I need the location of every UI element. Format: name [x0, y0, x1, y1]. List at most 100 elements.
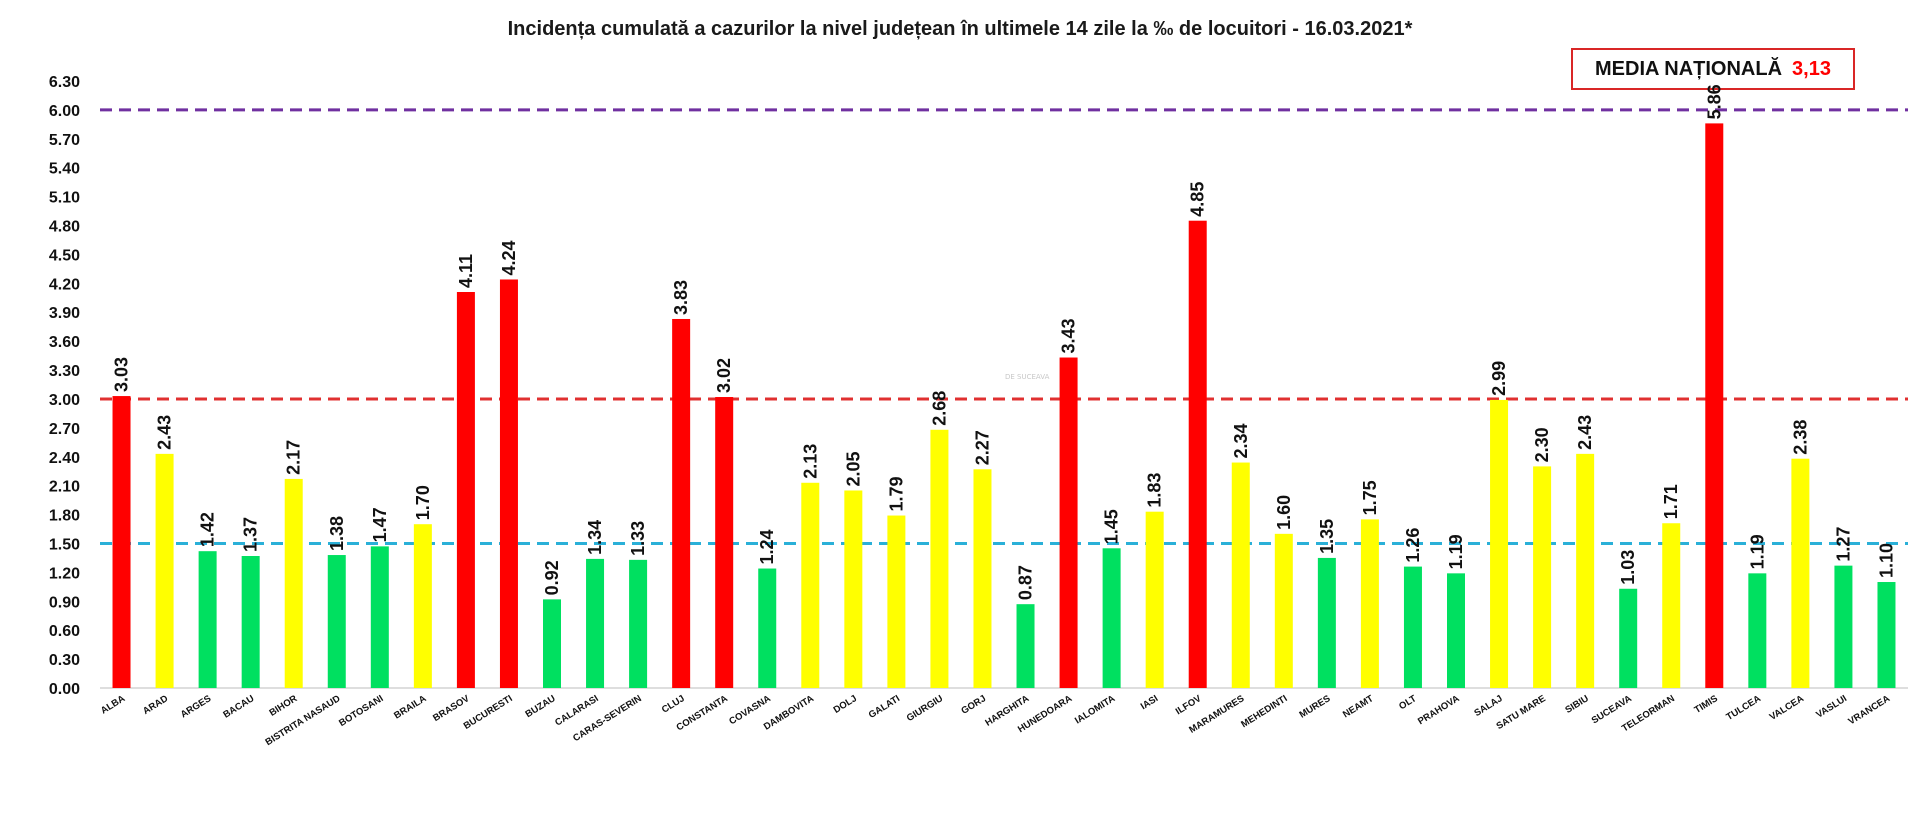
bar	[1748, 573, 1767, 688]
bar	[1576, 453, 1595, 688]
y-tick-label: 1.80	[49, 508, 80, 525]
chart-title: Incidența cumulată a cazurilor la nivel …	[507, 18, 1413, 40]
bar	[1834, 565, 1853, 688]
bar-value-label: 1.19	[1747, 534, 1767, 569]
media-nationala-label: MEDIA NAȚIONALĂ	[1595, 57, 1783, 80]
category-label: BUZAU	[524, 693, 558, 720]
category-label: OLT	[1397, 693, 1419, 712]
bar	[973, 469, 992, 688]
bar	[1619, 588, 1638, 688]
y-tick-label: 1.20	[49, 565, 80, 582]
bar-value-label: 2.99	[1489, 361, 1509, 396]
bar	[844, 490, 863, 688]
category-label: CLUJ	[660, 693, 687, 715]
category-label: BIHOR	[268, 693, 300, 719]
y-tick-label: 3.60	[49, 334, 80, 351]
bar-value-label: 2.05	[843, 451, 863, 486]
y-tick-label: 4.50	[49, 247, 80, 264]
bar-value-label: 3.83	[671, 280, 691, 315]
bar-value-label: 1.37	[241, 517, 261, 552]
bar	[930, 429, 949, 688]
bar-value-label: 2.68	[929, 391, 949, 426]
bar	[629, 559, 648, 688]
bar-value-label: 1.26	[1403, 528, 1423, 563]
bar-value-label: 1.24	[757, 529, 777, 564]
category-label: BISTRITA NASAUD	[264, 693, 343, 748]
category-label: ARGES	[179, 693, 213, 720]
bar	[1533, 466, 1552, 688]
bar	[1791, 458, 1810, 688]
bar-value-label: 4.11	[456, 254, 476, 288]
bar-value-label: 2.27	[972, 430, 992, 465]
bar	[1016, 604, 1035, 688]
media-nationala-value: 3,13	[1792, 57, 1831, 80]
category-label: VASLUI	[1814, 693, 1849, 720]
bar-value-label: 1.42	[198, 512, 218, 547]
bar-value-label: 2.13	[800, 444, 820, 479]
y-tick-label: 3.00	[49, 392, 80, 409]
bar-value-label: 1.34	[585, 520, 605, 555]
y-tick-label: 6.00	[49, 103, 80, 120]
category-label: SATU MARE	[1495, 693, 1548, 732]
bar	[1102, 548, 1121, 688]
bar	[198, 551, 217, 688]
bar-value-label: 2.43	[1575, 415, 1595, 450]
bar-value-label: 1.33	[628, 521, 648, 556]
bar	[1317, 557, 1336, 688]
bar-value-label: 2.17	[284, 440, 304, 475]
bar	[672, 318, 691, 688]
media-nationala-box: MEDIA NAȚIONALĂ 3,13	[1571, 48, 1855, 90]
category-label: GALATI	[867, 693, 902, 721]
bar-value-label: 4.85	[1188, 182, 1208, 217]
y-tick-label: 5.40	[49, 161, 80, 178]
category-label: GIURGIU	[905, 693, 945, 724]
bar-value-label: 1.27	[1833, 527, 1853, 562]
bar	[1877, 582, 1896, 688]
bar	[1490, 399, 1509, 688]
y-tick-label: 0.90	[49, 594, 80, 611]
bar	[499, 279, 518, 688]
bar-value-label: 4.24	[499, 240, 519, 275]
y-tick-label: 2.70	[49, 421, 80, 438]
bar-value-label: 1.45	[1102, 509, 1122, 544]
bar	[1705, 123, 1724, 688]
category-label: BOTOSANI	[337, 693, 385, 729]
category-label: GORJ	[959, 693, 988, 717]
y-tick-label: 2.40	[49, 450, 80, 467]
category-label: IASI	[1139, 693, 1161, 712]
category-label: VALCEA	[1768, 693, 1806, 723]
bar-value-label: 1.75	[1360, 480, 1380, 515]
category-label: TIMIS	[1693, 693, 1720, 716]
category-label: MURES	[1298, 693, 1333, 721]
category-label: SIBIU	[1563, 693, 1590, 716]
y-tick-label: 5.10	[49, 190, 80, 207]
bar	[1188, 220, 1207, 688]
category-label: TULCEA	[1724, 693, 1763, 723]
bar-value-label: 1.70	[413, 485, 433, 520]
category-label: DOLJ	[832, 693, 859, 716]
y-tick-label: 5.70	[49, 132, 80, 149]
category-label: MEHEDINTI	[1239, 693, 1289, 730]
y-tick-label: 0.00	[49, 681, 80, 698]
bar	[801, 482, 820, 688]
watermark: DE SUCEAVA	[1005, 373, 1050, 381]
bar	[1447, 573, 1465, 688]
bar-value-label: 1.71	[1661, 484, 1681, 519]
category-label: PRAHOVA	[1416, 693, 1462, 727]
bar	[370, 546, 389, 688]
bar	[284, 478, 303, 688]
bar	[543, 599, 561, 688]
category-label: ALBA	[99, 693, 127, 716]
bar	[887, 515, 906, 688]
bar-value-label: 2.38	[1790, 420, 1810, 455]
y-tick-label: 1.50	[49, 536, 80, 553]
bar	[1145, 511, 1164, 688]
y-tick-label: 3.90	[49, 305, 80, 322]
category-label: BRAILA	[392, 693, 428, 721]
bar	[155, 453, 174, 688]
bar-value-label: 1.38	[327, 516, 347, 551]
y-tick-label: 0.30	[49, 652, 80, 669]
bar-value-label: 2.30	[1532, 427, 1552, 462]
bar-value-label: 1.35	[1317, 519, 1337, 554]
bar	[112, 396, 131, 688]
